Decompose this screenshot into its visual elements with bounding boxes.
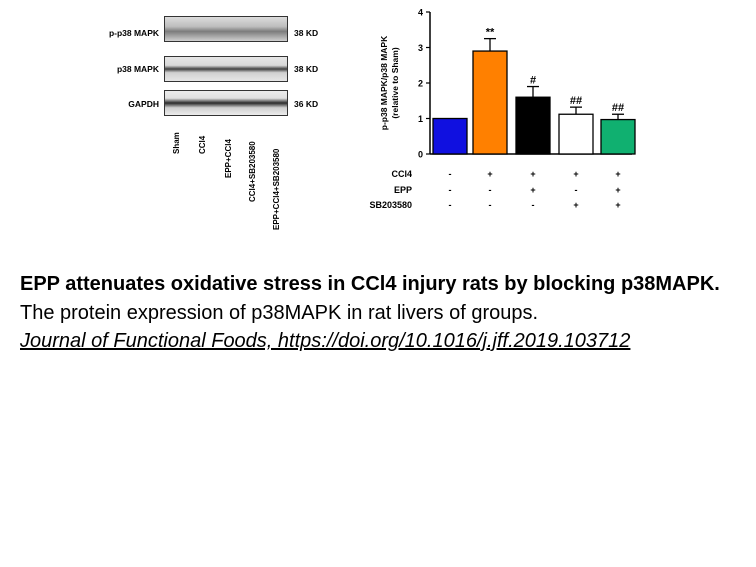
treatment-sign: - [489,185,492,195]
significance-label: ** [486,27,495,39]
lane-label: Sham [172,132,181,154]
treatment-sign: - [449,185,452,195]
blot-row-gapdh [164,90,288,116]
treatment-label: EPP [394,185,412,195]
blot-row-p38 [164,56,288,82]
treatment-sign: + [615,200,620,210]
bar-0 [432,117,468,155]
lane-label: EPP+CCl4+SB203580 [272,148,281,230]
significance-label: ## [612,102,624,114]
y-tick-label: 3 [418,43,423,53]
significance-label: # [530,75,536,87]
lane-label: CCl4+SB203580 [248,141,257,202]
caption-reference[interactable]: Journal of Functional Foods, https://doi… [20,330,631,352]
blot-row-label: p38 MAPK [116,64,159,74]
caption: EPP attenuates oxidative stress in CCl4 … [20,270,740,355]
treatment-sign: - [449,169,452,179]
bar-chart: 0 1 2 3 4 p-p38 MAPK/p38 MAPK (relative to Sha… [369,8,636,210]
blot-row-p-p38 [164,16,288,42]
y-axis-label: (relative to Sham) [390,47,400,118]
bar-2 [515,96,551,155]
treatment-label: SB203580 [369,200,412,210]
lane-label: CCl4 [198,135,207,154]
y-tick-label: 0 [418,150,423,160]
treatment-sign: - [489,200,492,210]
treatment-label: CCl4 [391,169,412,179]
blot-row-kd: 36 KD [294,99,319,109]
caption-title: EPP attenuates oxidative stress in CCl4 … [20,273,720,295]
treatment-sign: + [573,200,578,210]
figure-panel: p-p38 MAPK 38 KD p38 MAPK 38 KD GAPDH 36… [0,0,756,240]
blot-row-kd: 38 KD [294,28,319,38]
blot-row-kd: 38 KD [294,64,319,74]
lane-label: EPP+CCl4 [224,139,233,178]
bar-1 [472,50,508,155]
blot-row-label: GAPDH [128,99,159,109]
treatment-sign: - [449,200,452,210]
y-tick-label: 1 [418,114,423,124]
y-tick-label: 4 [418,8,423,18]
treatment-sign: - [575,185,578,195]
treatment-sign: + [573,169,578,179]
y-tick-label: 2 [418,79,423,89]
caption-description: The protein expression of p38MAPK in rat… [20,302,539,324]
treatment-sign: + [530,169,535,179]
significance-label: ## [570,95,582,107]
y-axis-label: p-p38 MAPK/p38 MAPK [379,35,389,130]
treatment-sign: + [487,169,492,179]
treatment-sign: - [532,200,535,210]
bar-3 [558,113,594,155]
treatment-sign: + [530,185,535,195]
blot-row-label: p-p38 MAPK [108,28,159,38]
treatment-sign: + [615,169,620,179]
bar-4 [600,118,636,155]
treatment-sign: + [615,185,620,195]
